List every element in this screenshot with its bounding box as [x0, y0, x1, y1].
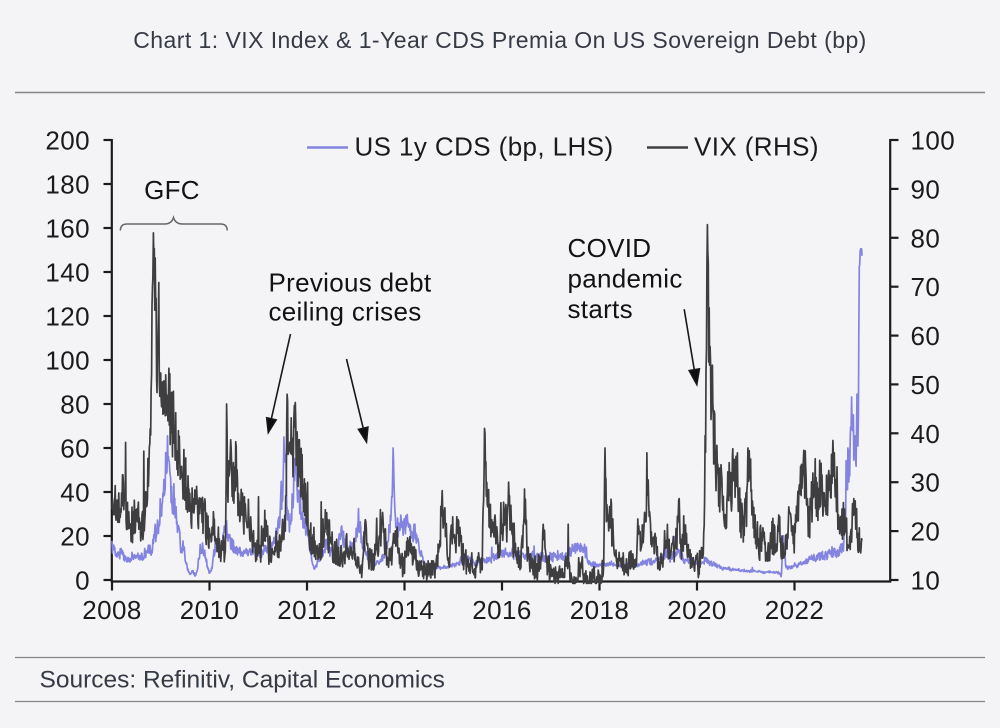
svg-text:80: 80 [60, 390, 90, 420]
svg-text:VIX (RHS): VIX (RHS) [694, 132, 819, 162]
svg-text:20: 20 [911, 517, 941, 547]
svg-text:2008: 2008 [82, 595, 141, 625]
svg-text:US 1y CDS (bp, LHS): US 1y CDS (bp, LHS) [355, 132, 614, 162]
svg-text:20: 20 [60, 522, 90, 552]
svg-text:80: 80 [911, 223, 941, 253]
svg-text:2020: 2020 [667, 595, 726, 625]
svg-text:160: 160 [45, 214, 90, 244]
svg-text:140: 140 [45, 258, 90, 288]
svg-text:10: 10 [911, 566, 941, 596]
svg-text:Sources: Refinitiv, Capital Ec: Sources: Refinitiv, Capital Economics [40, 667, 445, 694]
svg-text:60: 60 [60, 434, 90, 464]
svg-text:200: 200 [45, 126, 90, 156]
svg-text:40: 40 [911, 419, 941, 449]
svg-text:starts: starts [568, 294, 633, 324]
svg-text:100: 100 [45, 346, 90, 376]
svg-text:Chart 1: VIX Index & 1-Year CD: Chart 1: VIX Index & 1-Year CDS Premia O… [133, 27, 867, 53]
svg-text:2014: 2014 [375, 595, 434, 625]
svg-text:120: 120 [45, 302, 90, 332]
svg-text:100: 100 [911, 126, 956, 156]
svg-text:pandemic: pandemic [568, 264, 683, 294]
svg-text:50: 50 [911, 370, 941, 400]
svg-text:60: 60 [911, 321, 941, 351]
svg-text:40: 40 [60, 478, 90, 508]
svg-text:180: 180 [45, 170, 90, 200]
svg-text:Previous debt: Previous debt [269, 268, 432, 298]
svg-text:0: 0 [75, 566, 90, 596]
svg-text:COVID: COVID [568, 233, 652, 263]
svg-text:2012: 2012 [277, 595, 336, 625]
svg-text:2022: 2022 [765, 595, 824, 625]
svg-text:70: 70 [911, 272, 941, 302]
svg-text:2010: 2010 [180, 595, 239, 625]
svg-text:2016: 2016 [472, 595, 531, 625]
svg-text:ceiling crises: ceiling crises [269, 297, 422, 327]
svg-text:2018: 2018 [570, 595, 629, 625]
svg-text:30: 30 [911, 468, 941, 498]
svg-text:90: 90 [911, 174, 941, 204]
svg-text:GFC: GFC [144, 175, 200, 205]
